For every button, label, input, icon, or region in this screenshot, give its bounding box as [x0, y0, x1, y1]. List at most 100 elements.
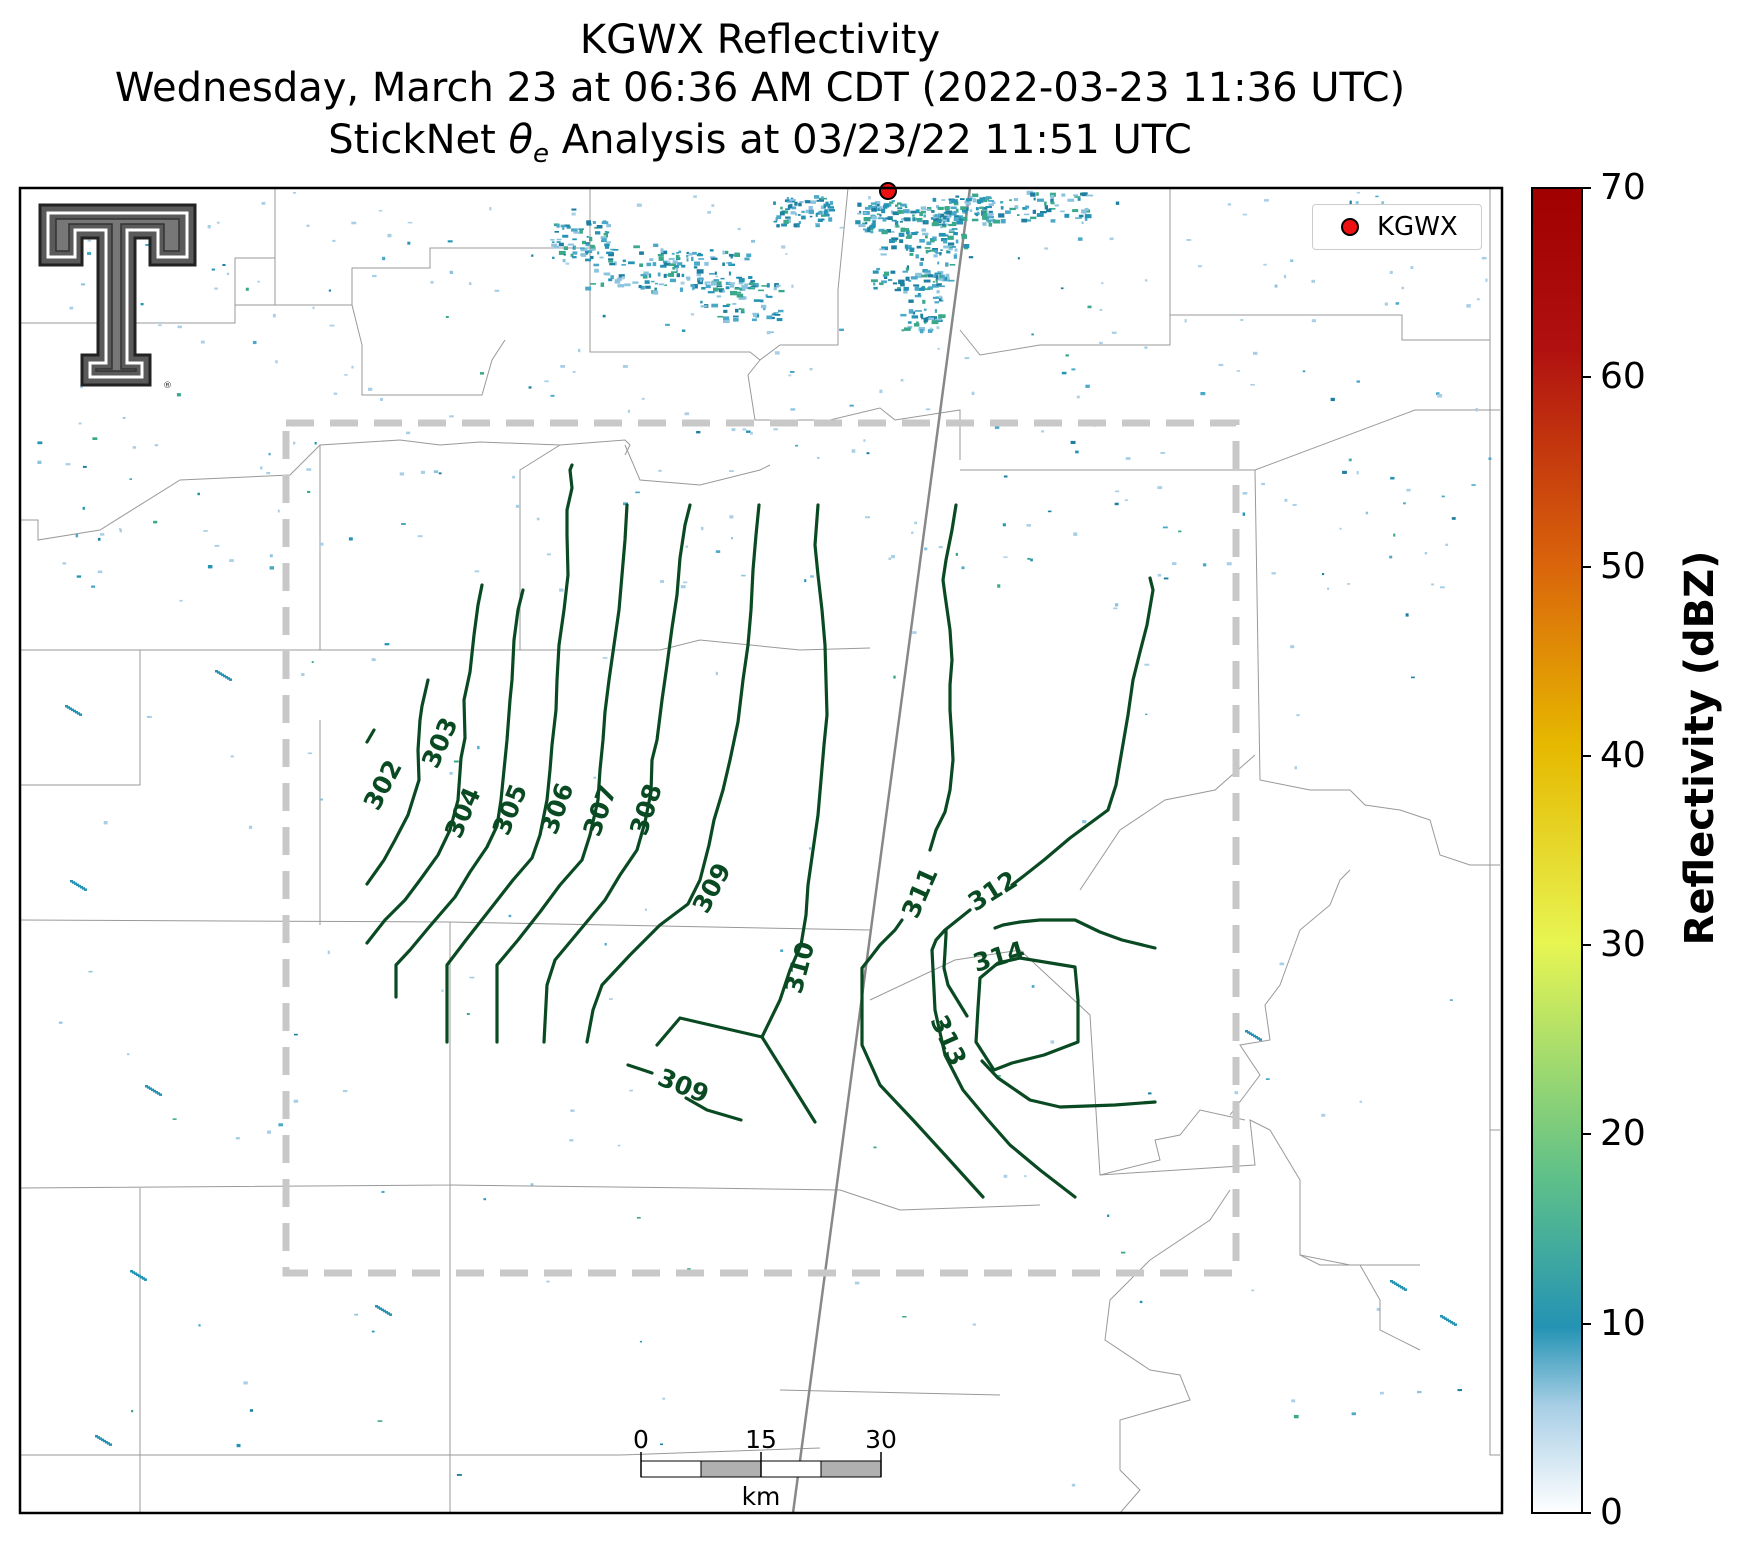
- radar-echo: [928, 286, 933, 290]
- radar-echo: [665, 273, 669, 277]
- radar-echo: [675, 254, 680, 259]
- radar-echo: [723, 316, 730, 320]
- radar-echo: [775, 217, 778, 222]
- radar-echo: [915, 321, 919, 325]
- radar-echo: [494, 289, 500, 292]
- radar-echo: [992, 219, 996, 224]
- radar-echo: [562, 234, 569, 238]
- radar-echo: [683, 581, 688, 584]
- radar-echo: [955, 552, 958, 556]
- radar-echo: [715, 550, 721, 553]
- radar-echo: [604, 245, 610, 249]
- radar-echo: [639, 1446, 644, 1449]
- radar-echo: [912, 311, 916, 315]
- radar-echo: [778, 309, 784, 313]
- radar-echo: [1250, 384, 1255, 386]
- radar-echo: [769, 331, 774, 334]
- radar-echo: [219, 672, 222, 675]
- radar-echo: [1393, 533, 1396, 537]
- radar-echo: [307, 752, 313, 755]
- radar-echo: [701, 526, 704, 531]
- radar-echo: [1081, 192, 1088, 197]
- radar-echo: [905, 276, 910, 281]
- radar-echo: [153, 520, 158, 524]
- radar-echo: [905, 228, 910, 232]
- radar-echo: [871, 207, 877, 212]
- radar-echo: [351, 365, 354, 369]
- radar-echo: [976, 199, 984, 203]
- radar-echo: [863, 217, 871, 222]
- radar-echo: [1198, 265, 1202, 268]
- contour-310-b: [928, 503, 958, 852]
- radar-echo: [891, 245, 897, 250]
- radar-echo: [982, 212, 988, 217]
- radar-echo: [738, 296, 746, 300]
- radar-echo: [735, 308, 739, 313]
- radar-echo: [741, 574, 746, 577]
- radar-echo: [140, 1276, 143, 1279]
- radar-echo: [58, 1021, 63, 1024]
- radar-echo: [911, 232, 918, 235]
- radar-echo: [430, 280, 434, 284]
- colorbar-tick-label: 40: [1600, 735, 1646, 776]
- radar-echo: [742, 296, 747, 300]
- radar-echo: [697, 280, 703, 285]
- radar-echo: [924, 547, 928, 551]
- radar-echo: [781, 210, 789, 214]
- radar-echo: [629, 1089, 633, 1092]
- radar-echo: [763, 307, 766, 311]
- radar-echo: [138, 1274, 141, 1278]
- radar-echo: [900, 313, 907, 317]
- radar-echo: [1113, 607, 1118, 610]
- radar-echo: [536, 517, 540, 521]
- radar-echo: [1061, 371, 1067, 375]
- radar-echo: [948, 247, 953, 251]
- radar-echo: [936, 205, 939, 209]
- title-line-2: Wednesday, March 23 at 06:36 AM CDT (202…: [114, 65, 1406, 111]
- radar-echo: [197, 492, 200, 496]
- radar-echo: [378, 210, 383, 212]
- radar-echo: [715, 671, 718, 676]
- radar-echo: [872, 220, 876, 224]
- radar-echo: [887, 216, 893, 220]
- scale-label-15: 15: [745, 1425, 777, 1454]
- radar-echo: [732, 303, 737, 305]
- radar-echo: [1218, 363, 1224, 367]
- radar-echo: [100, 533, 105, 536]
- radar-echo: [483, 1198, 487, 1201]
- radar-echo: [474, 570, 480, 573]
- radar-echo: [752, 318, 757, 322]
- radar-echo: [672, 260, 678, 264]
- radar-echo: [917, 293, 921, 296]
- radar-echo: [936, 283, 942, 286]
- radar-echo: [824, 213, 830, 217]
- radar-echo: [709, 249, 714, 252]
- radar-echo: [810, 200, 816, 204]
- radar-echo: [217, 671, 220, 674]
- radar-echo: [798, 221, 801, 225]
- radar-echo: [1321, 1113, 1326, 1117]
- radar-echo: [889, 201, 894, 204]
- radar-echo: [1349, 200, 1352, 204]
- radar-echo: [97, 537, 101, 541]
- radar-echo: [571, 208, 577, 211]
- radar-echo: [693, 266, 698, 269]
- radar-echo: [720, 290, 726, 293]
- radar-echo: [159, 1093, 162, 1096]
- colorbar: [1531, 187, 1583, 1514]
- radar-echo: [1263, 263, 1267, 266]
- radar-echo: [1302, 370, 1306, 373]
- radar-echo: [915, 217, 923, 221]
- radar-echo: [923, 279, 931, 283]
- radar-echo: [736, 293, 744, 298]
- radar-echo: [921, 228, 926, 232]
- radar-echo: [1396, 1283, 1399, 1287]
- radar-echo: [648, 273, 652, 278]
- radar-echo: [1148, 1092, 1152, 1095]
- radar-echo: [1457, 1389, 1462, 1392]
- radar-echo: [944, 206, 950, 211]
- radar-echo: [1390, 1280, 1393, 1283]
- radar-echo: [711, 204, 715, 207]
- radar-echo: [681, 273, 685, 278]
- radar-echo: [657, 253, 664, 257]
